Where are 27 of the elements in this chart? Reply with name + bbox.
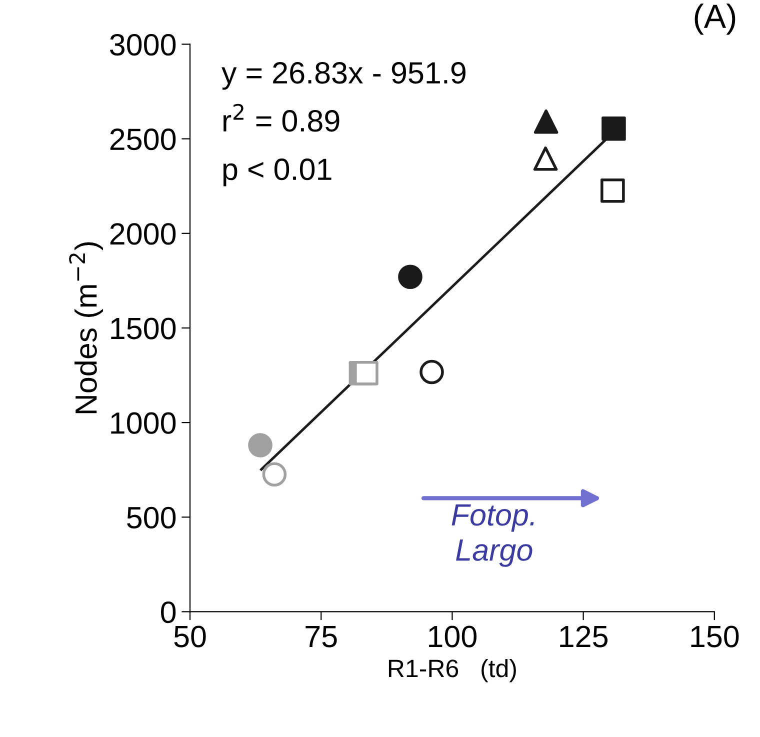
point [398,264,422,290]
x-tick-label: 75 [306,626,337,648]
y-tick-label: 1000 [111,412,176,434]
annotation: p < 0.01 [223,158,332,186]
y-tick-label: 3000 [110,34,176,56]
x-tick-label: 150 [691,626,739,648]
y-tick-label: 2500 [110,128,176,150]
text: (A) [694,4,736,35]
x-axis-title: R1-R6 (td) [388,658,516,682]
point [600,178,625,203]
x-tick-label: 50 [174,626,206,648]
y-tick-label: 2000 [110,223,176,245]
point [533,146,558,171]
point [248,433,272,458]
y-tick-label: 1500 [111,318,176,340]
y-tick-label: 500 [127,506,176,528]
point [354,361,378,386]
y-tick-label: 0 [161,601,176,624]
y-axis-title: Nodes (m$^{−2}$) [69,242,103,414]
x-tick-label: 100 [429,626,476,648]
point [420,360,444,384]
annotation: Fotop. Largo [452,504,534,567]
annotation: r$^{2}$ = 0.89 [223,104,340,132]
x-tick-label: 125 [560,626,608,648]
point [534,109,558,134]
annotation: y = 26.83x - 951.9 [222,62,466,90]
point [602,116,626,141]
